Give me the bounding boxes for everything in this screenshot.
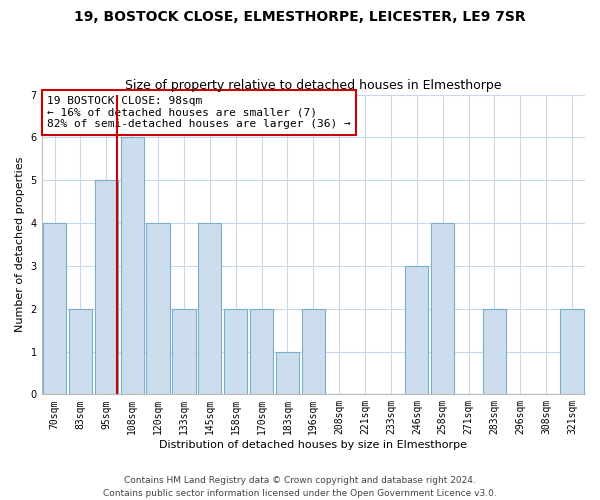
Bar [146,223,170,394]
Title: Size of property relative to detached houses in Elmesthorpe: Size of property relative to detached ho… [125,79,502,92]
Y-axis label: Number of detached properties: Number of detached properties [15,157,25,332]
Text: Contains HM Land Registry data © Crown copyright and database right 2024.
Contai: Contains HM Land Registry data © Crown c… [103,476,497,498]
Bar [250,308,273,394]
Bar [302,308,325,394]
Bar [69,308,92,394]
Bar [431,223,454,394]
Text: 19 BOSTOCK CLOSE: 98sqm
← 16% of detached houses are smaller (7)
82% of semi-det: 19 BOSTOCK CLOSE: 98sqm ← 16% of detache… [47,96,351,130]
Bar [121,138,144,394]
Bar [405,266,428,394]
Bar [198,223,221,394]
Text: 19, BOSTOCK CLOSE, ELMESTHORPE, LEICESTER, LE9 7SR: 19, BOSTOCK CLOSE, ELMESTHORPE, LEICESTE… [74,10,526,24]
X-axis label: Distribution of detached houses by size in Elmesthorpe: Distribution of detached houses by size … [160,440,467,450]
Bar [560,308,584,394]
Bar [483,308,506,394]
Bar [172,308,196,394]
Bar [276,352,299,395]
Bar [95,180,118,394]
Bar [43,223,66,394]
Bar [224,308,247,394]
